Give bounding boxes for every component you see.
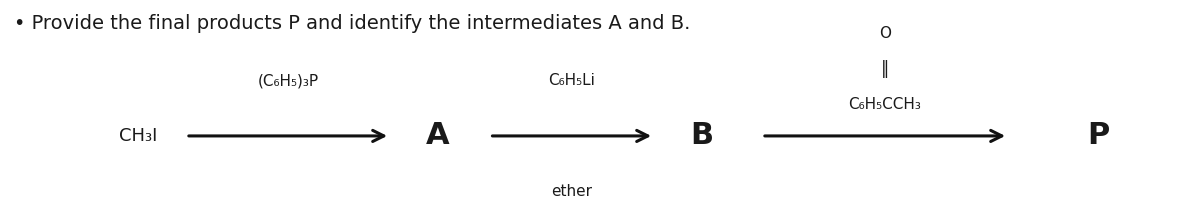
Text: • Provide the final products P and identify the intermediates A and B.: • Provide the final products P and ident… (14, 14, 691, 33)
Text: CH₃I: CH₃I (119, 127, 157, 145)
Text: A: A (426, 121, 450, 151)
Text: O: O (878, 26, 890, 41)
Text: C₆H₅CCH₃: C₆H₅CCH₃ (848, 97, 922, 112)
Text: ether: ether (551, 184, 593, 197)
Text: (C₆H₅)₃P: (C₆H₅)₃P (258, 73, 318, 88)
Text: C₆H₅Li: C₆H₅Li (548, 73, 595, 88)
Text: B: B (690, 121, 714, 151)
Text: ‖: ‖ (881, 60, 889, 78)
Text: P: P (1087, 121, 1109, 151)
